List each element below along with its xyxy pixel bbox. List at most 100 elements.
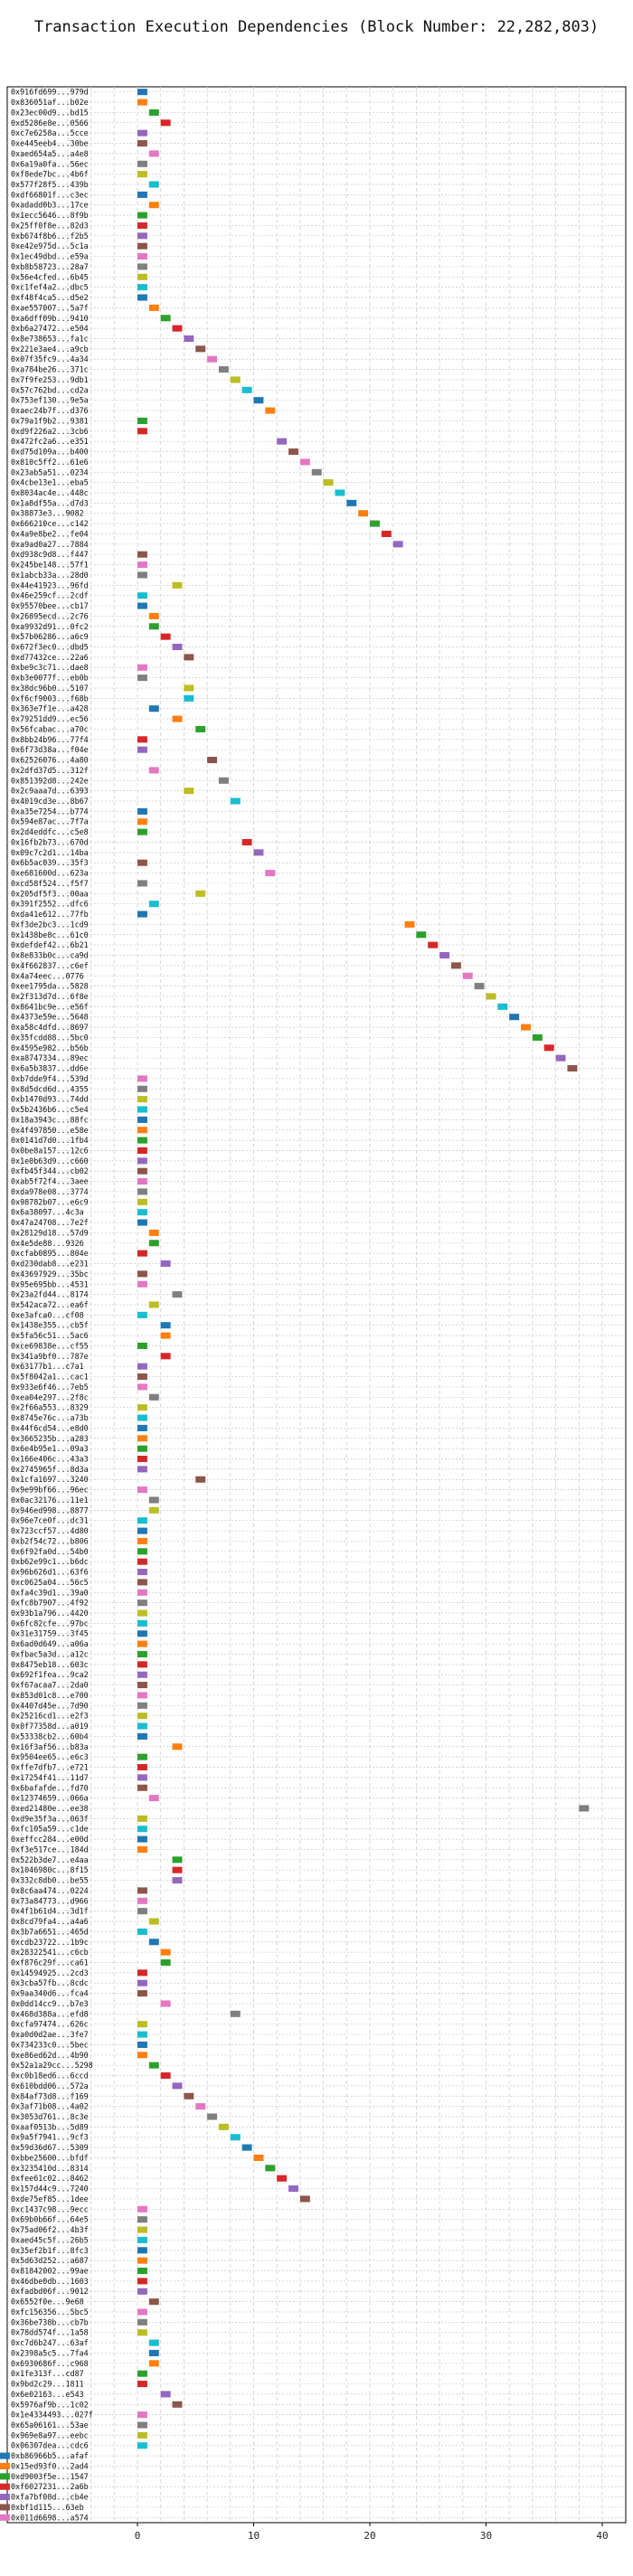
transaction-bar	[148, 2298, 159, 2306]
row-label: 0x75ad06f2...4b3f	[11, 2225, 89, 2234]
row-label: 0xe42e975d...5c1a	[11, 241, 89, 250]
transaction-bar	[137, 859, 147, 866]
transaction-bar	[137, 1928, 147, 1935]
transaction-bar	[450, 962, 461, 969]
x-tick-label: 30	[480, 2530, 492, 2542]
row-label: 0x3665235b...a283	[11, 1434, 89, 1443]
transaction-bar	[137, 2421, 147, 2429]
transaction-bar	[148, 705, 159, 712]
row-label: 0xfb45f344...cb02	[11, 1166, 89, 1175]
transaction-bar	[137, 2318, 147, 2326]
transaction-bar	[137, 1702, 147, 1709]
transaction-bar	[148, 2062, 159, 2069]
transaction-bar	[462, 972, 473, 979]
row-label: 0xdf66801f...c3ec	[11, 190, 89, 199]
transaction-bar	[137, 1569, 147, 1576]
transaction-bar	[148, 304, 159, 311]
transaction-bar	[137, 2308, 147, 2316]
transaction-bar	[148, 109, 159, 116]
row-label: 0x4019cd3e...8b67	[11, 797, 89, 806]
transaction-bar	[137, 571, 147, 579]
row-label: 0x1e0b63d9...c660	[11, 1156, 89, 1165]
row-label: 0x12374659...066a	[11, 1794, 89, 1803]
x-tick-label: 20	[364, 2530, 375, 2542]
transaction-bar	[160, 2072, 171, 2080]
row-label: 0x1cfa1697...3240	[11, 1475, 89, 1484]
row-label: 0xf67acaa7...2da0	[11, 1681, 89, 1690]
row-label: 0xb86966b5...afaf	[11, 2451, 89, 2460]
transaction-bar	[148, 150, 159, 157]
row-label: 0xe681600d...623a	[11, 869, 89, 878]
row-label: 0xaaf0513b...5d89	[11, 2122, 89, 2131]
transaction-bar	[137, 2442, 147, 2449]
transaction-bar	[172, 1743, 183, 1750]
transaction-bar	[137, 417, 147, 424]
row-label: 0xb2f54c72...b806	[11, 1536, 89, 1545]
row-label: 0x23ab5a51...0234	[11, 467, 89, 477]
transaction-bar	[160, 315, 171, 322]
row-label: 0xa8747334...89ec	[11, 1053, 89, 1062]
transaction-bar	[265, 407, 276, 414]
row-label: 0xd75d109a...b400	[11, 448, 89, 457]
transaction-bar	[0, 2452, 10, 2459]
row-label: 0x35ef2b1f...8fc3	[11, 2246, 89, 2255]
transaction-bar	[218, 366, 229, 373]
row-label: 0x1438be8c...61c0	[11, 930, 89, 939]
row-label: 0x16f3af56...b83a	[11, 1742, 89, 1751]
transaction-bar	[160, 1260, 171, 1268]
row-label: 0x157d44c9...7240	[11, 2184, 89, 2194]
transaction-bar	[137, 1219, 147, 1226]
transaction-bar	[0, 2462, 10, 2470]
transaction-bar	[0, 2514, 10, 2521]
transaction-bar	[137, 1116, 147, 1123]
row-label: 0x31e31759...3f45	[11, 1629, 89, 1638]
row-label: 0xd9003f5e...1547	[11, 2472, 89, 2481]
transaction-bar	[137, 2226, 147, 2233]
row-label: 0xab5f72f4...3aee	[11, 1177, 89, 1186]
transaction-bar	[137, 1732, 147, 1740]
row-label: 0xfbac5a3d...a12c	[11, 1649, 89, 1658]
transaction-bar	[137, 1671, 147, 1678]
row-label: 0x23ec00d9...bd15	[11, 108, 89, 117]
transaction-bar	[137, 160, 147, 167]
transaction-bar	[137, 1127, 147, 1134]
row-label: 0x4595e982...b56b	[11, 1043, 89, 1052]
row-label: 0xb62e99c1...b6dc	[11, 1557, 89, 1566]
transaction-bar	[172, 325, 183, 332]
transaction-bar	[346, 499, 357, 506]
transaction-bar	[137, 1640, 147, 1647]
transaction-bar	[148, 1240, 159, 1247]
transaction-bar	[137, 1908, 147, 1915]
transaction-bar	[148, 2339, 159, 2346]
transaction-bar	[195, 890, 206, 897]
row-label: 0x933e6f46...7eb5	[11, 1382, 89, 1392]
transaction-bar	[137, 1373, 147, 1381]
row-label: 0x245be148...57f1	[11, 561, 89, 570]
transaction-bar	[230, 2134, 241, 2141]
transaction-bar	[137, 212, 147, 219]
row-label: 0xae557007...5a7f	[11, 303, 89, 312]
row-label: 0xa9932d91...0fc2	[11, 622, 89, 631]
row-label: 0x916fd699...979d	[11, 88, 89, 97]
transaction-bar	[486, 993, 496, 1000]
row-label: 0xf6027231...2a6b	[11, 2482, 89, 2491]
transaction-bar	[323, 479, 334, 486]
row-label: 0x341a9bf0...787e	[11, 1352, 89, 1361]
row-label: 0xf3de2bc3...1cd9	[11, 920, 89, 929]
transaction-bar	[532, 1033, 543, 1041]
transaction-bar	[184, 684, 194, 692]
transaction-bar	[184, 654, 194, 661]
row-label: 0x666210ce...c142	[11, 519, 89, 528]
row-label: 0x542aca72...ea6f	[11, 1300, 89, 1309]
transaction-bar	[137, 273, 147, 280]
row-label: 0xadadd0b3...17ce	[11, 201, 89, 210]
transaction-bar	[137, 1558, 147, 1565]
transaction-bar	[148, 1506, 159, 1514]
transaction-bar	[555, 1054, 566, 1062]
row-label: 0x25ff0f8e...82d3	[11, 221, 89, 230]
transaction-bar	[543, 1044, 554, 1052]
transaction-bar	[137, 2411, 147, 2419]
row-label: 0x969e8a97...eebc	[11, 2430, 89, 2439]
row-label: 0xffe7dfb7...e721	[11, 1763, 89, 1772]
transaction-bar	[137, 129, 147, 137]
